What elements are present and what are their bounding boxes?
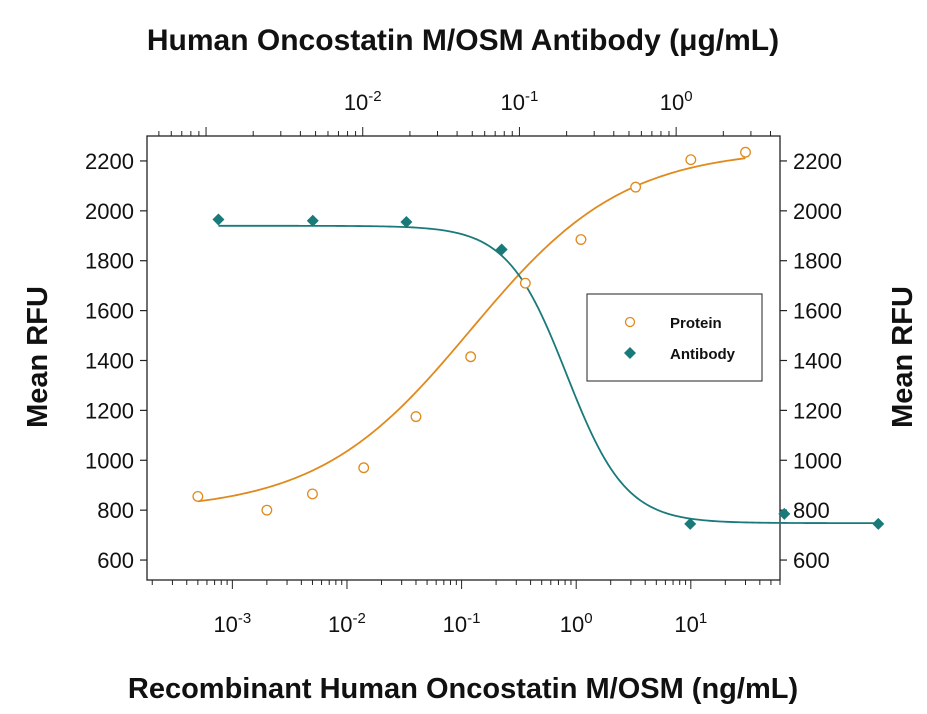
y-tick-label-right: 2000 [793,199,842,224]
protein-data-point [358,462,370,474]
antibody-data-point [212,213,225,226]
x-tick-label-bottom: 10-1 [443,610,481,637]
protein-data-point [685,154,697,166]
antibody-data-point [778,507,791,520]
x-tick-label-bottom: 101 [674,610,707,637]
legend-protein-marker [624,316,636,328]
y-axis-label-left: Mean RFU [22,286,54,428]
legend-protein-label: Protein [670,315,722,332]
legend-antibody-marker [624,347,636,359]
y-tick-label-right: 1200 [793,398,842,423]
x-tick-label-top: 100 [660,88,693,115]
protein-data-point [192,490,204,502]
y-tick-label-right: 600 [793,548,830,573]
x-tick-label-top: 10-2 [344,88,382,115]
antibody-data-point [306,214,319,227]
y-tick-label-left: 2200 [85,149,134,174]
antibody-data-point [400,216,413,229]
y-tick-label-left: 800 [97,498,134,523]
protein-data-point [465,351,477,363]
y-tick-label-left: 1400 [85,348,134,373]
x-axis-label: Recombinant Human Oncostatin M/OSM (ng/m… [128,673,798,705]
x-tick-label-top: 10-1 [501,88,539,115]
axis-ticks: 600 600 800 800 1000 1000 1200 1200 1400 1400 1600… [85,88,842,637]
antibody-data-point [684,517,697,530]
protein-data-point [261,504,273,516]
y-tick-label-left: 1000 [85,448,134,473]
y-tick-label-left: 2000 [85,199,134,224]
plot-area [146,135,781,581]
chart-title: Human Oncostatin M/OSM Antibody (μg/mL) [147,24,779,57]
x-tick-label-bottom: 10-3 [213,610,251,637]
protein-data-point [307,488,318,500]
y-tick-label-right: 1600 [793,299,842,324]
legend-antibody-label: Antibody [670,346,736,363]
protein-fit-curve [197,157,746,503]
x-tick-label-bottom: 10-2 [328,610,366,637]
y-tick-label-right: 800 [793,498,830,523]
antibody-data-point [872,517,885,530]
antibody-fit-curve [218,224,879,525]
y-tick-label-right: 1400 [793,348,842,373]
y-tick-label-right: 2200 [793,149,842,174]
legend: Protein Antibody [586,293,763,382]
y-tick-label-left: 600 [97,548,134,573]
y-tick-label-left: 1800 [85,249,134,274]
legend-box [586,293,763,382]
y-tick-label-right: 1000 [793,448,842,473]
y-axis-label-right: Mean RFU [887,286,919,428]
protein-data-point [740,146,751,158]
protein-data-point [575,234,587,245]
y-tick-label-left: 1600 [85,299,134,324]
x-tick-label-bottom: 100 [560,610,593,637]
protein-data-point [519,277,531,289]
protein-data-point [410,411,422,423]
protein-data-point [630,181,642,193]
fit-curves [197,157,879,525]
antibody-data-point [495,243,508,256]
y-tick-label-right: 1800 [793,249,842,274]
y-tick-label-left: 1200 [85,398,134,423]
